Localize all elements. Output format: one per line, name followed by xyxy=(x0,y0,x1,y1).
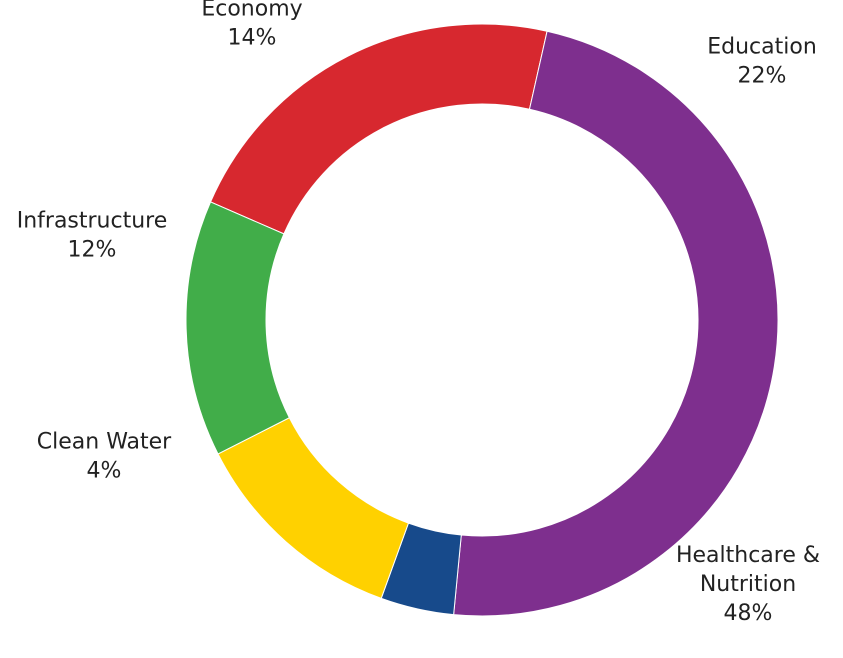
slice-label-healthcare-nutrition: Healthcare & Nutrition 48% xyxy=(676,543,820,626)
slice-value-label: 22% xyxy=(738,64,787,89)
slice-category-label: Education xyxy=(707,35,817,60)
slice-category-label: Nutrition xyxy=(700,572,796,597)
slice-healthcare-nutrition xyxy=(453,30,779,617)
slice-education xyxy=(209,23,548,235)
slice-value-label: 14% xyxy=(228,26,277,51)
slice-category-label: Clean Water xyxy=(37,430,172,455)
slice-value-label: 48% xyxy=(724,601,773,626)
slice-label-education: Education 22% xyxy=(707,35,817,89)
slice-value-label: 4% xyxy=(87,459,122,484)
slice-value-label: 12% xyxy=(68,238,117,263)
slice-infrastructure xyxy=(217,417,410,599)
slice-category-label: Economy xyxy=(201,0,302,22)
donut-slices xyxy=(185,23,779,617)
slice-label-economy: Economy 14% xyxy=(201,0,302,51)
slice-category-label: Healthcare & xyxy=(676,543,820,568)
slice-label-clean-water: Clean Water 4% xyxy=(37,430,172,484)
slice-economy xyxy=(185,201,291,455)
slice-category-label: Infrastructure xyxy=(17,209,168,234)
slice-label-infrastructure: Infrastructure 12% xyxy=(17,209,168,263)
slice-labels: Education 22% Healthcare & Nutrition 48% Clea… xyxy=(17,0,820,626)
